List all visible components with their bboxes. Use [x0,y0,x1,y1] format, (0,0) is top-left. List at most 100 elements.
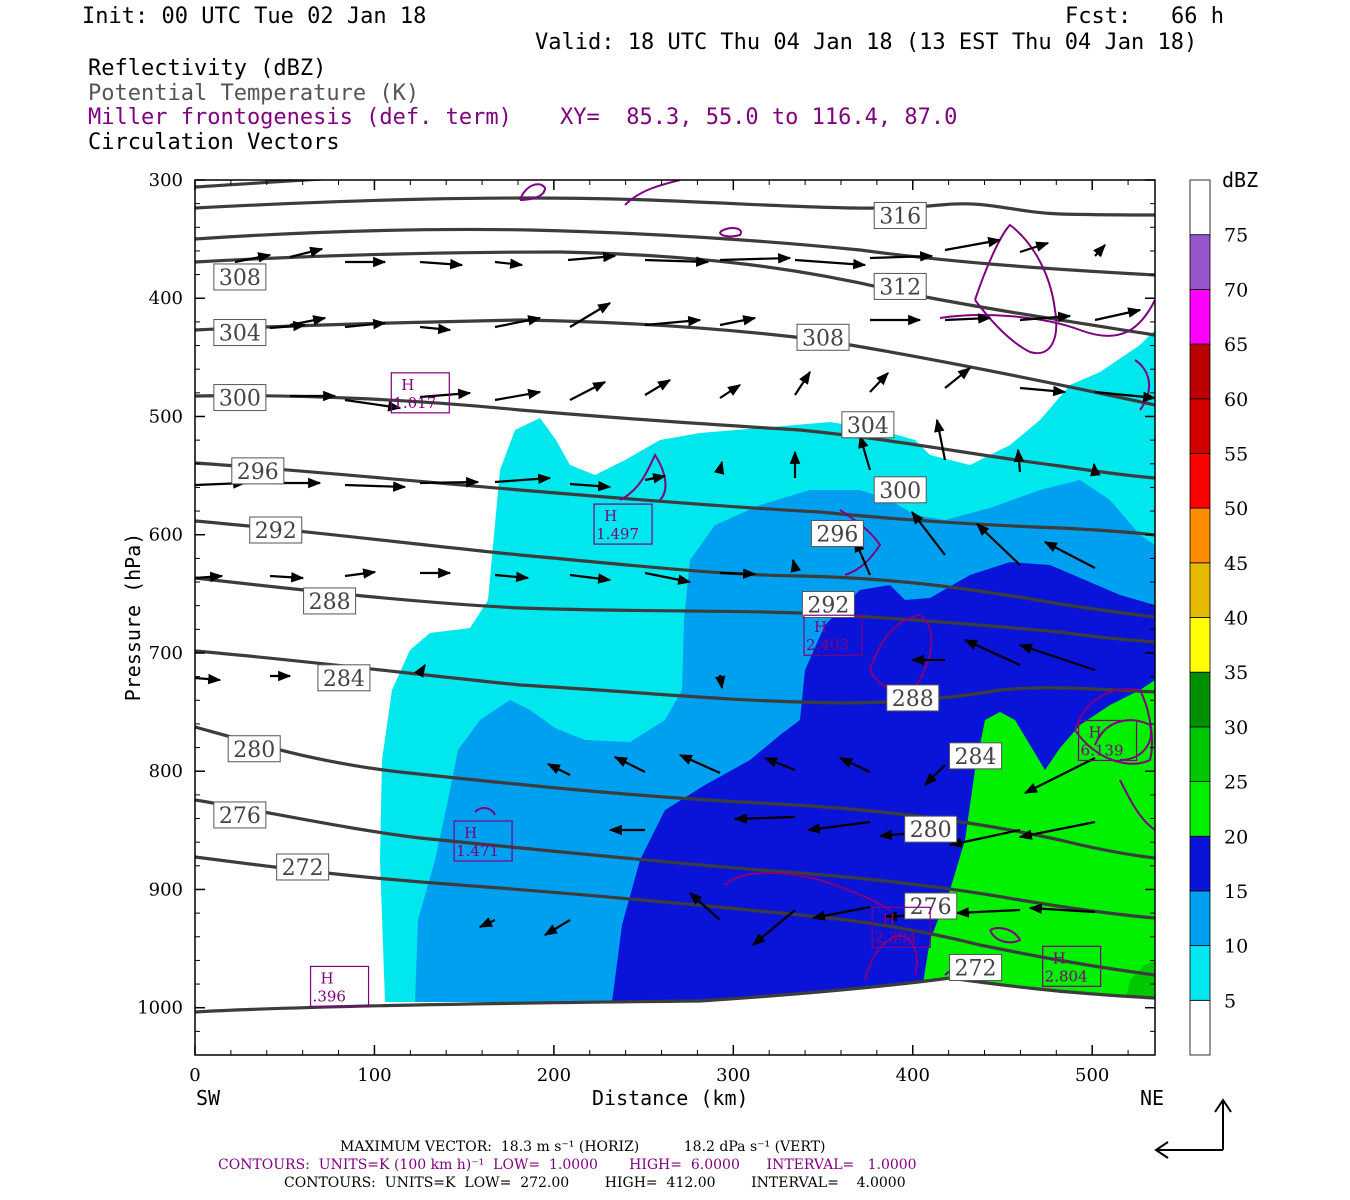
cross-section-endpoints: XY= 85.3, 55.0 to 116.4, 87.0 [560,105,958,130]
circulation-vector [811,905,871,921]
circulation-vector [944,367,972,389]
frontogenesis-contour [989,927,1022,944]
x-axis-label: Distance (km) [592,1086,749,1110]
valid-time: Valid: 18 UTC Thu 04 Jan 18 (13 EST Thu … [535,30,1198,55]
circulation-vector [644,571,692,585]
y-tick-label: 1000 [137,998,183,1019]
frontogenesis-contour [474,807,496,816]
frontogenesis-contour-info: CONTOURS: UNITS=K (100 km h)⁻¹ LOW= 1.00… [218,1157,917,1173]
colorbar-swatch [1189,617,1211,673]
colorbar-level-label: 70 [1224,279,1248,301]
theta-label-box [873,201,927,229]
theta-label: 280 [233,738,275,763]
y-axis-label: Pressure (hPa) [121,532,145,702]
legend-frontogenesis: Miller frontogenesis (def. term) [88,105,512,130]
circulation-vector [1018,820,1096,840]
circulation-vector [806,820,871,834]
frontogenesis-high-box [593,503,653,545]
frontogenesis-high-letter: H [464,824,477,842]
theta-label: 292 [807,593,849,618]
theta-label: 304 [847,414,889,439]
frontogenesis-contour [1134,359,1150,411]
theta-label-box [810,520,864,548]
circulation-vector [714,674,726,690]
frontogenesis-contour [864,933,918,981]
theta-label: 316 [879,204,921,229]
theta-label-box [317,664,371,692]
theta-label: 308 [802,326,844,351]
init-time: Init: 00 UTC Tue 02 Jan 18 [82,4,427,29]
theta-label: 308 [219,266,261,291]
theta-label-box [249,516,303,544]
theta-label: 284 [955,745,997,770]
max-vector-text: MAXIMUM VECTOR: 18.3 m s⁻¹ (HORIZ) 18.2 … [340,1139,826,1155]
circulation-vector [1023,757,1096,794]
colorbar-level-label: 75 [1224,225,1248,247]
frontogenesis-high-box [803,614,863,656]
theta-label: 288 [892,687,934,712]
circulation-vector [1094,307,1142,322]
frontogenesis-high-letter: H [1089,723,1102,741]
frontogenesis-high-box [453,820,513,862]
theta-label: 284 [323,667,365,692]
circulation-vector [644,315,702,327]
colorbar-swatch [1189,671,1211,728]
y-tick-label: 700 [149,643,183,664]
y-tick-label: 400 [149,288,183,309]
refl-25dbz-region [1125,960,1155,1002]
circulation-vector [419,388,472,400]
theta-contour [195,798,1155,920]
theta-label-box [213,384,267,412]
theta-label-box [213,263,267,291]
colorbar-swatch [1189,781,1211,837]
circulation-vector [838,757,871,773]
theta-label: 300 [879,479,921,504]
circulation-vector [719,568,757,579]
circulation-vector [344,481,407,492]
colorbar-level-label: 35 [1224,662,1248,684]
colorbar-level-label: 50 [1224,498,1248,520]
theta-label: 280 [910,818,952,843]
circulation-vector [494,473,552,485]
theta-label-box [949,954,1003,981]
frontogenesis-high-box [390,372,450,414]
frontogenesis-contour [719,227,742,238]
circulation-vector [1013,448,1025,473]
colorbar-swatch [1189,890,1211,947]
circulation-vector [644,473,667,484]
colorbar-level-label: 20 [1224,826,1248,848]
theta-label: 296 [816,523,858,548]
frontogenesis-contour [519,183,547,201]
circulation-vector [719,315,757,327]
circulation-vector [1043,541,1096,569]
circulation-vector [478,917,496,928]
theta-contour [195,855,1155,977]
theta-label-box [227,735,281,763]
circulation-vector [794,370,811,396]
theta-contour [195,649,1155,705]
colorbar-swatch [1189,945,1211,1001]
circulation-vectors [195,236,1155,946]
colorbar-swatch [1189,453,1211,509]
theta-contour [195,227,1155,277]
theta-label: 312 [879,275,921,300]
frontogenesis-contour [624,180,681,206]
circulation-vector [1019,311,1072,323]
theta-label: 296 [237,460,279,485]
colorbar-level-label: 15 [1224,881,1248,903]
circulation-vector [269,320,307,332]
circulation-vector [644,379,672,396]
axes: 0 100 200 300 400 500 300 400 500 600 700 800 900 100… [137,170,1155,1086]
circulation-vector [494,258,524,269]
terrain-mask [195,978,1155,1055]
circulation-vector [419,258,464,270]
theta-contour [195,180,333,189]
circulation-vector [1019,241,1050,254]
legend-theta: Potential Temperature (K) [88,81,420,106]
theta-label-box [801,590,855,618]
circulation-vector [569,302,612,328]
circulation-vector [963,638,1021,667]
circulation-vector [344,318,387,330]
circulation-vector [763,756,796,772]
